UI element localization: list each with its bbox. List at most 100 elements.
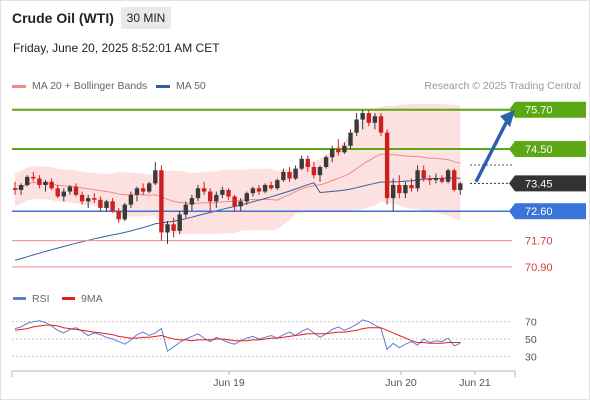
level-label-72-60: 72.60 <box>525 206 553 218</box>
level-label-bg-75-70 <box>515 101 586 118</box>
bollinger-band <box>15 103 461 235</box>
candle-body <box>403 185 408 194</box>
candle-body <box>171 224 176 231</box>
legend-ma50: MA 50 <box>156 80 206 92</box>
candle-body <box>281 171 286 181</box>
candle-body <box>189 198 195 205</box>
candle-body <box>244 193 249 202</box>
chart-header: Crude Oil (WTI) 30 MIN <box>0 0 590 36</box>
legend-ma20-bollinger: MA 20 + Bollinger Bands <box>12 80 147 92</box>
candle-body <box>201 188 207 192</box>
rsi-level-label: 30 <box>525 351 537 363</box>
candle-body <box>43 181 48 186</box>
candle-body <box>104 201 109 208</box>
legend-label-ma20: MA 20 + Bollinger Bands <box>32 80 148 92</box>
ma50-swatch <box>156 84 170 88</box>
candle-body <box>31 176 36 179</box>
level-label-pointer <box>509 141 515 158</box>
candle-body <box>12 188 18 190</box>
candle-body <box>122 204 127 220</box>
level-label-bg-73-45 <box>515 175 586 192</box>
candle-body <box>391 185 396 199</box>
candle-body <box>293 168 298 179</box>
rsi-line <box>14 319 461 352</box>
level-label-bg-72-60 <box>515 203 586 220</box>
candle-body <box>183 204 188 215</box>
candle-body <box>98 199 103 208</box>
candle-body <box>458 183 463 190</box>
ma20-swatch <box>12 84 26 88</box>
candle-body <box>409 185 414 189</box>
candle-body <box>37 178 42 186</box>
research-credit: Research © 2025 Trading Central <box>424 80 581 92</box>
candle-body <box>177 214 182 231</box>
x-tick-label: Jun 19 <box>213 377 245 389</box>
candle-body <box>299 158 304 169</box>
candle-body <box>73 186 79 195</box>
candle-body <box>275 180 280 189</box>
candle-body <box>311 167 317 176</box>
candle-body <box>452 170 457 190</box>
timestamp: Friday, June 20, 2025 8:52:01 AM CET <box>13 41 220 55</box>
candle-body <box>214 194 219 202</box>
instrument-title: Crude Oil (WTI) <box>12 10 114 26</box>
rsi-legend-swatch <box>13 297 26 300</box>
candle-body <box>220 189 225 195</box>
candle-body <box>439 178 445 182</box>
candle-body <box>238 201 243 207</box>
legend-label-ma50: MA 50 <box>176 80 206 92</box>
level-label-73-45: 73.45 <box>525 178 553 190</box>
candle-body <box>348 132 353 146</box>
rsi-level-label: 70 <box>525 317 537 329</box>
candle-body <box>140 188 146 192</box>
candle-body <box>195 188 201 199</box>
candle-body <box>445 170 451 182</box>
candle-body <box>18 185 24 190</box>
rsi-ma-legend-swatch <box>62 297 75 300</box>
candle-body <box>116 211 121 220</box>
candle-body <box>336 149 341 153</box>
candle-body <box>427 178 432 181</box>
forecast-arrow-line <box>474 120 509 183</box>
candle-body <box>128 194 134 205</box>
level-label-75-70: 75.70 <box>525 105 553 117</box>
level-label-pointer <box>509 175 515 192</box>
candle-body <box>262 185 268 192</box>
forecast-arrow-head <box>500 110 515 128</box>
level-label-74-50: 74.50 <box>525 144 553 156</box>
x-tick-label: Jun 21 <box>459 377 491 389</box>
timeframe-button[interactable]: 30 MIN <box>121 7 171 29</box>
candle-body <box>360 113 365 120</box>
candle-body <box>354 119 359 133</box>
candle-body <box>153 170 158 184</box>
candle-body <box>61 191 66 197</box>
candle-body <box>49 181 54 189</box>
candle-body <box>147 183 152 192</box>
rsi-ma-line <box>14 324 461 344</box>
candle-body <box>159 170 164 233</box>
candle-body <box>378 116 384 133</box>
candle-body <box>134 188 140 195</box>
candle-body <box>305 158 310 168</box>
candle-body <box>256 188 262 192</box>
candle-body <box>226 189 231 197</box>
candle-body <box>79 194 85 202</box>
candle-body <box>415 170 420 189</box>
candle-body <box>342 145 347 153</box>
candle-body <box>323 157 329 168</box>
candle-body <box>269 185 274 189</box>
candle-body <box>25 176 30 186</box>
x-tick-label: Jun 20 <box>385 377 417 389</box>
candle-body <box>317 167 323 176</box>
candle-body <box>110 201 115 212</box>
rsi-legend-label: RSI <box>32 293 50 305</box>
rsi-level-label: 50 <box>525 334 537 346</box>
level-label-70-90: 70.90 <box>525 262 553 274</box>
level-label-71-70: 71.70 <box>525 236 553 248</box>
level-label-bg-74-50 <box>515 141 586 158</box>
candle-body <box>165 224 170 233</box>
candle-body <box>67 186 73 192</box>
rsi-ma-legend-label: 9MA <box>81 293 103 305</box>
candle-body <box>366 113 371 123</box>
